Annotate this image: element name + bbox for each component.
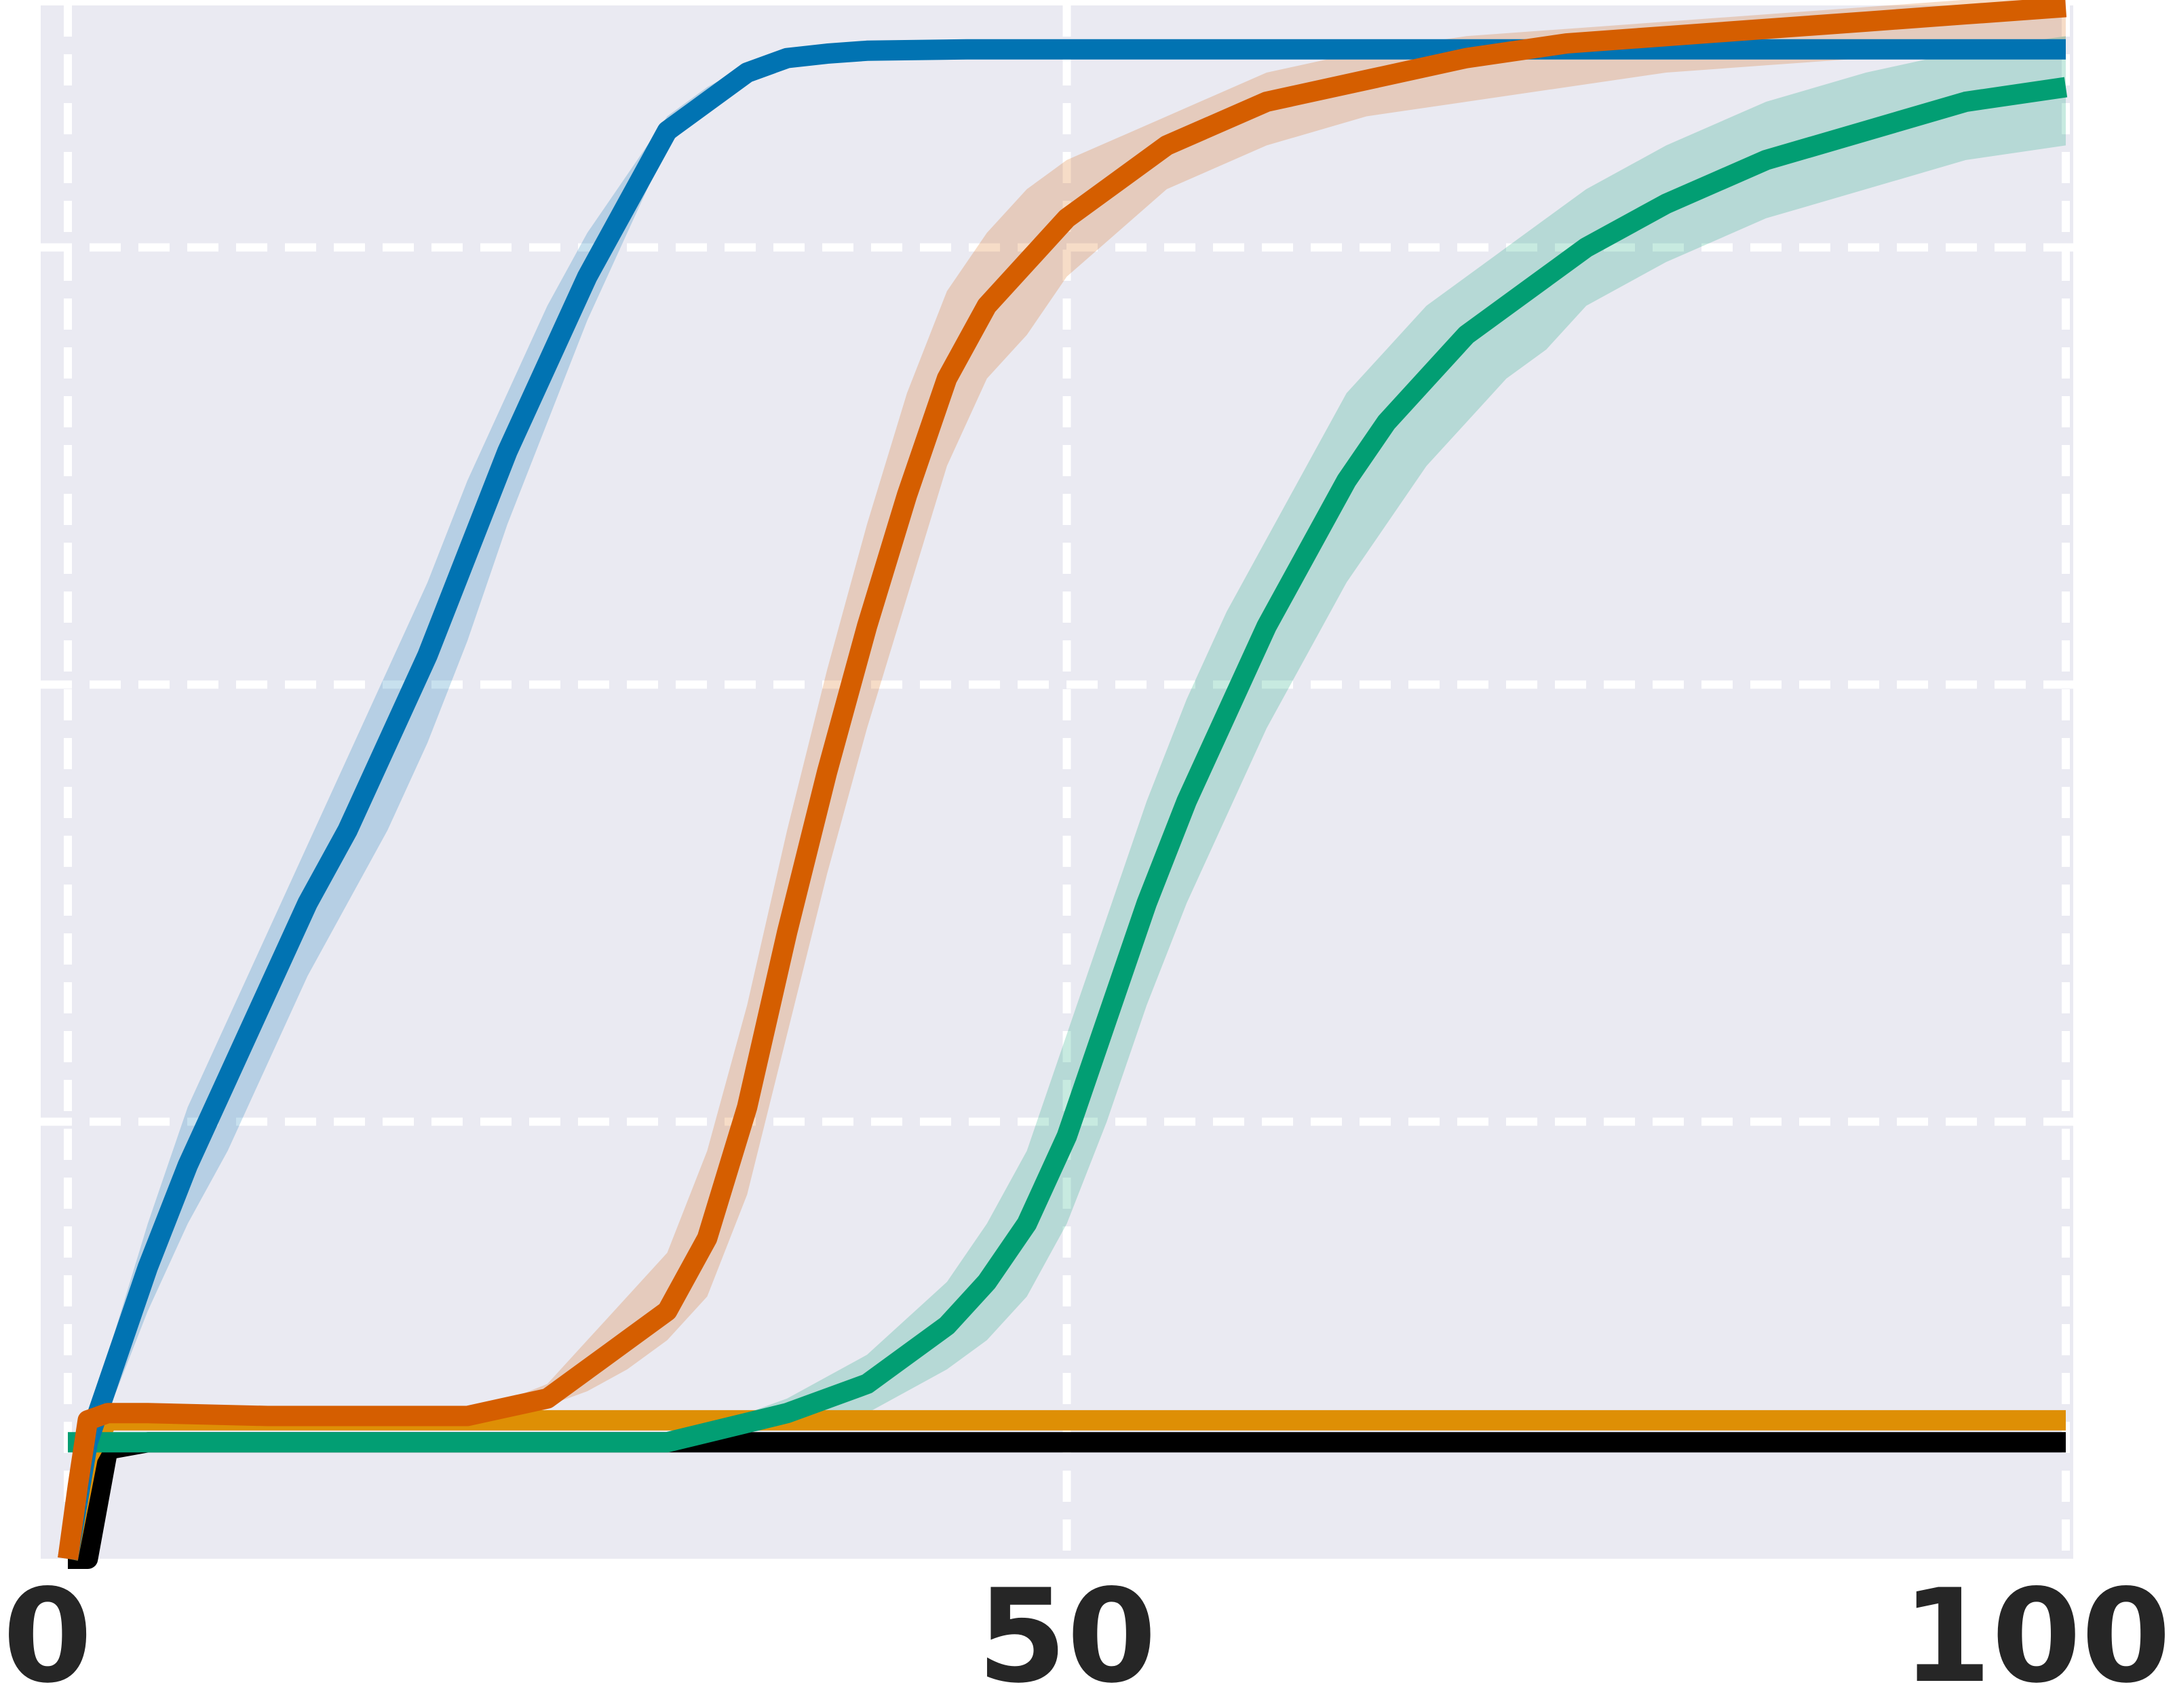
confidence-bands <box>68 0 2066 1559</box>
series-line-0 <box>58 39 2066 1561</box>
x-tick-label-0: 0 <box>3 1561 92 1708</box>
x-tick-label-2: 100 <box>1902 1561 2171 1708</box>
x-axis-ticks: 0 50 100 <box>3 1561 2171 1708</box>
x-tick-label-1: 50 <box>977 1561 1156 1708</box>
series-band-2 <box>68 36 2066 1443</box>
series-line-2 <box>68 77 2068 1453</box>
series-lines <box>58 0 2068 1569</box>
grid <box>41 5 2073 1559</box>
series-line-1 <box>58 0 2067 1561</box>
